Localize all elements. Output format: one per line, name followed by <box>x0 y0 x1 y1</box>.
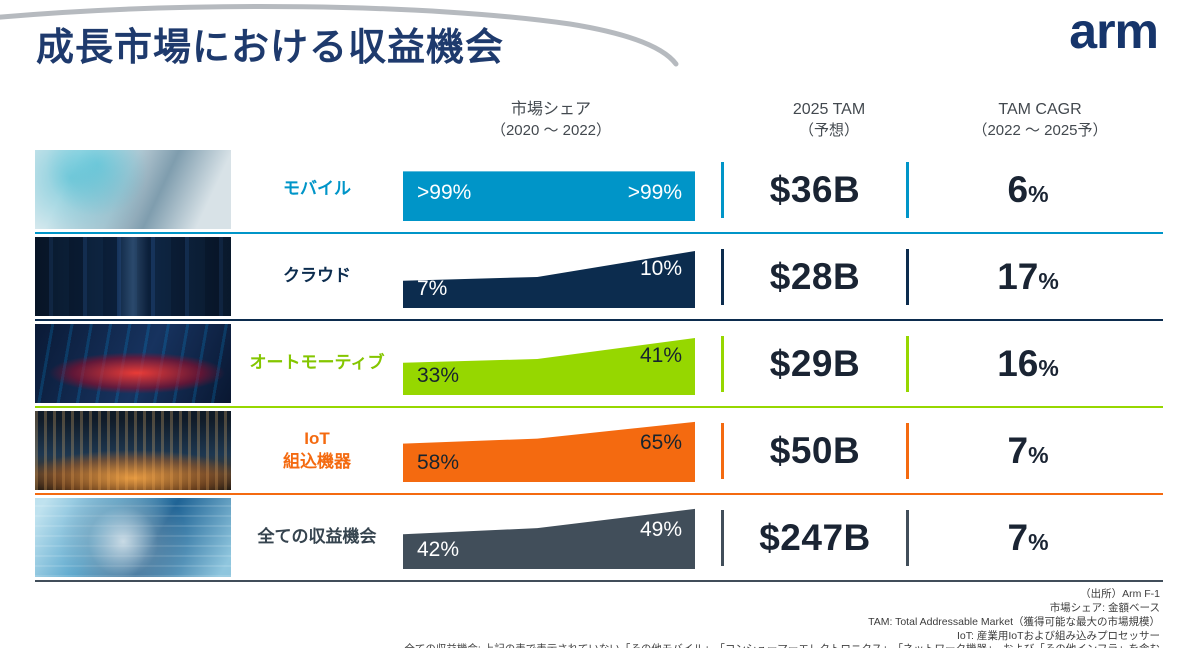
page-title: 成長市場における収益機会 <box>36 27 505 69</box>
share-2022-iot: 65% <box>639 430 682 454</box>
footnote-source: （出所）Arm F-1 <box>1080 588 1160 600</box>
share-2020-iot: 58% <box>417 450 460 474</box>
cagr-value-total: 7% <box>1007 516 1049 558</box>
row-iot: IoT 組込機器 58% 65% $50B 7% <box>35 408 1163 493</box>
footnote-tam-definition: TAM: Total Addressable Market（獲得可能な最大の市場… <box>868 615 1160 628</box>
tam-value-cloud: $28B <box>769 255 861 297</box>
divider <box>721 335 724 392</box>
share-2022-mobile: >99% <box>627 180 682 204</box>
divider <box>906 422 909 479</box>
share-chart-iot: 58% 65% <box>403 420 695 482</box>
row-separator <box>35 493 1163 495</box>
divider <box>721 161 724 218</box>
data-center-image <box>35 237 231 316</box>
row-automotive: オートモーティブ 33% 41% $29B 16% <box>35 321 1163 406</box>
share-2022-total: 49% <box>639 517 682 541</box>
cagr-value-mobile: 6% <box>1007 168 1049 210</box>
share-2020-automotive: 33% <box>417 363 460 387</box>
share-2020-total: 42% <box>417 537 460 561</box>
divider <box>906 248 909 305</box>
footnote-total-definition: 全ての収益機会: 上記の表で表示されていない「その他モバイル」、「コンシューマー… <box>60 643 1160 648</box>
divider <box>721 422 724 479</box>
cagr-value-cloud: 17% <box>997 255 1059 297</box>
category-label-automotive: オートモーティブ <box>249 353 385 373</box>
divider <box>906 335 909 392</box>
row-mobile: モバイル >99% >99% $36B 6% <box>35 147 1163 232</box>
share-2020-cloud: 7% <box>417 276 448 300</box>
tam-value-mobile: $36B <box>769 168 861 210</box>
cagr-value-iot: 7% <box>1007 429 1049 471</box>
share-chart-mobile: >99% >99% <box>403 159 695 221</box>
row-cloud: クラウド 7% 10% $28B 17% <box>35 234 1163 319</box>
footnotes: （出所）Arm F-1 市場シェア: 金額ベース TAM: Total Addr… <box>60 588 1160 648</box>
column-header-tam: 2025 TAM （予想） <box>792 101 866 139</box>
smartphone-image <box>35 150 231 229</box>
column-headers: 市場シェア （2020 ～ 2022） 2025 TAM （予想） TAM CA… <box>0 100 1188 146</box>
footnote-share-basis: 市場シェア: 金額ベース <box>1049 601 1160 614</box>
column-header-market-share: 市場シェア （2020 ～ 2022） <box>490 101 612 139</box>
arm-logo: arm <box>1069 3 1159 59</box>
share-2022-automotive: 41% <box>639 343 682 367</box>
semiconductor-chip-image <box>35 498 231 577</box>
market-table: モバイル >99% >99% $36B 6% クラウド 7% <box>35 147 1163 582</box>
share-chart-cloud: 7% 10% <box>403 246 695 308</box>
category-label-cloud: クラウド <box>283 266 351 286</box>
row-separator <box>35 406 1163 408</box>
cagr-value-automotive: 16% <box>997 342 1059 384</box>
divider <box>721 248 724 305</box>
footnote-iot-definition: IoT: 産業用IoTおよび組み込みプロセッサー <box>956 629 1160 642</box>
share-chart-total: 42% 49% <box>403 507 695 569</box>
tam-value-total: $247B <box>759 516 871 558</box>
row-total-opportunity: 全ての収益機会 42% 49% $247B 7% <box>35 495 1163 580</box>
column-header-cagr: TAM CAGR （2022 ～ 2025予） <box>972 101 1108 139</box>
share-2022-cloud: 10% <box>639 256 682 280</box>
autonomous-car-image <box>35 324 231 403</box>
divider <box>906 509 909 566</box>
share-chart-automotive: 33% 41% <box>403 333 695 395</box>
divider <box>721 509 724 566</box>
divider <box>906 161 909 218</box>
row-separator <box>35 232 1163 234</box>
category-label-total: 全ての収益機会 <box>257 527 377 547</box>
city-iot-image <box>35 411 231 490</box>
tam-value-automotive: $29B <box>769 342 861 384</box>
row-separator <box>35 319 1163 321</box>
tam-value-iot: $50B <box>769 429 861 471</box>
category-label-iot: IoT 組込機器 <box>283 429 351 471</box>
category-label-mobile: モバイル <box>283 179 351 199</box>
share-2020-mobile: >99% <box>417 180 472 204</box>
row-separator <box>35 580 1163 582</box>
